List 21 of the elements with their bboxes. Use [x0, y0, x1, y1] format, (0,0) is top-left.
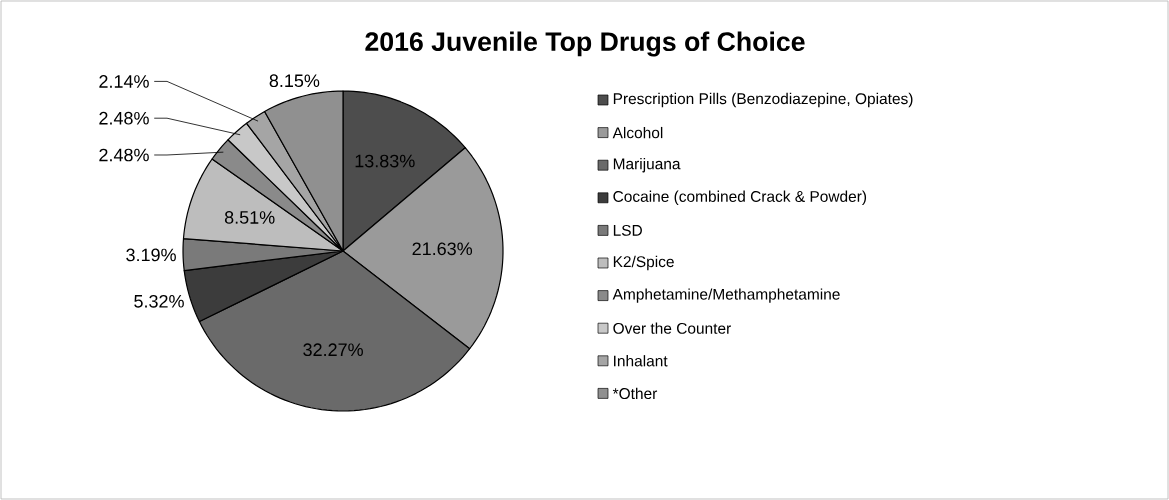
legend-label: *Other [612, 387, 658, 400]
legend-label: Cocaine (combined Crack & Powder) [613, 190, 867, 205]
data-label: 8.51% [224, 211, 275, 224]
legend-label: Inhalant [614, 355, 668, 367]
legend-label: Over the Counter [613, 322, 731, 334]
chart-title: 2016 Juvenile Top Drugs of Choice [365, 31, 805, 57]
data-label: 2.48% [99, 111, 149, 125]
data-label: 2.14% [99, 75, 149, 88]
legend-label: Alcohol [612, 126, 663, 139]
data-label: 8.15% [269, 74, 320, 88]
data-label: 5.32% [134, 294, 184, 308]
legend-label: Amphetamine/Methamphetamine [612, 288, 840, 303]
data-label: 13.83% [355, 154, 415, 168]
legend-label: Prescription Pills (Benzodiazepine, Opiates) [613, 92, 913, 108]
legend-label: K2/Spice [613, 255, 674, 271]
data-label: 3.19% [126, 248, 176, 262]
legend-label: Marijuana [613, 157, 681, 173]
data-label: 2.48% [99, 148, 149, 162]
data-label: 32.27% [303, 343, 363, 357]
legend-label: LSD [613, 224, 642, 236]
data-label: 21.63% [412, 242, 473, 256]
